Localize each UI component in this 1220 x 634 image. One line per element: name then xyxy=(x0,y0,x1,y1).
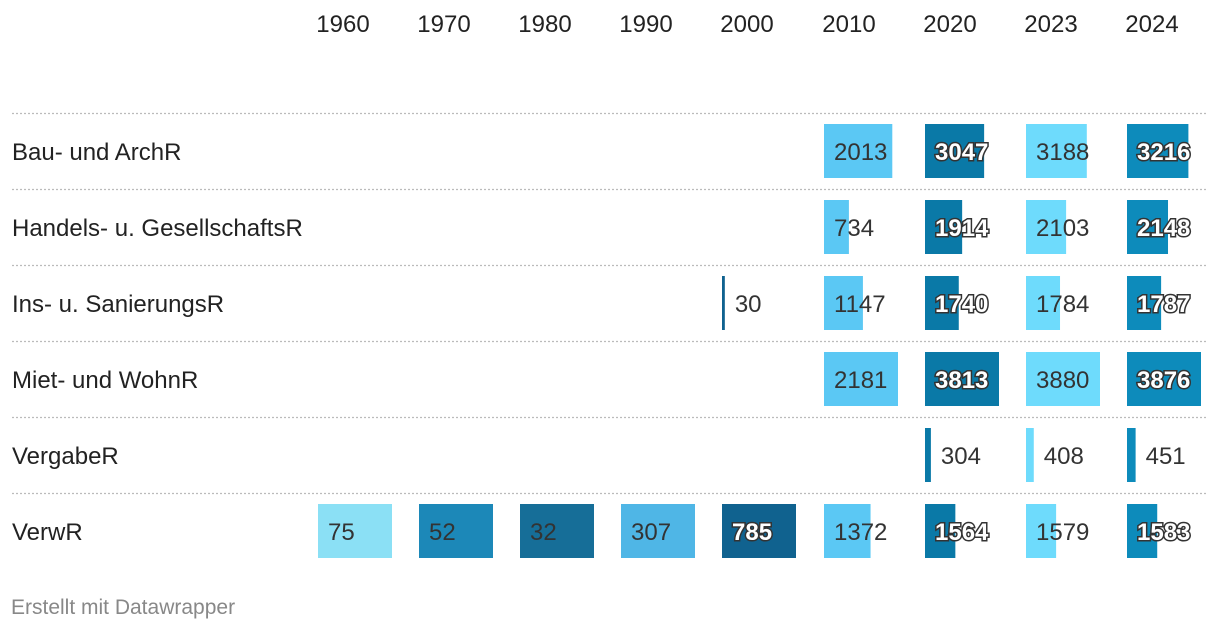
bar-2000 xyxy=(722,504,796,558)
value-label: 1787 xyxy=(1137,291,1190,318)
row-label: VerwR xyxy=(12,519,83,546)
column-header-2020: 2020 xyxy=(923,11,976,38)
bar-2023 xyxy=(1026,428,1034,482)
value-label: 1564 xyxy=(935,519,989,546)
value-label: 1147 xyxy=(834,291,886,318)
column-header-2024: 2024 xyxy=(1125,11,1178,38)
bar-2010 xyxy=(824,124,893,178)
value-label: 1740 xyxy=(935,291,988,318)
table-row: Miet- und WohnR 2181 3813 3880 3876 xyxy=(12,352,1201,406)
value-label: 304 xyxy=(941,443,981,470)
value-label: 734 xyxy=(834,215,874,242)
value-label: 52 xyxy=(429,519,456,546)
value-label: 307 xyxy=(631,519,671,546)
bar-2024 xyxy=(1127,276,1162,330)
value-label: 32 xyxy=(530,519,557,546)
row-label: Handels- u. GesellschaftsR xyxy=(12,215,303,242)
column-header-1970: 1970 xyxy=(417,11,470,38)
bar-1960 xyxy=(318,504,392,558)
column-header-1980: 1980 xyxy=(518,11,571,38)
value-label: 2181 xyxy=(834,367,887,394)
column-header-1960: 1960 xyxy=(316,11,369,38)
table-row: Handels- u. GesellschaftsR 734 1914 2103 214… xyxy=(12,200,1192,254)
bar-2010 xyxy=(824,200,849,254)
value-label: 3880 xyxy=(1036,367,1089,394)
bar-2000 xyxy=(722,276,725,330)
table-rows: Bau- und ArchR 2013 3047 3188 3216 Handels- u… xyxy=(12,124,1201,558)
bar-2010 xyxy=(824,352,898,406)
value-label: 3813 xyxy=(935,367,988,394)
value-label: 3216 xyxy=(1137,139,1190,166)
value-label: 1784 xyxy=(1036,291,1089,318)
value-label: 3047 xyxy=(935,139,988,166)
column-headers: 1960 1970 1980 1990 2000 2010 2020 2023 2024 xyxy=(316,11,1178,38)
table-row: Bau- und ArchR 2013 3047 3188 3216 xyxy=(12,124,1192,178)
value-label: 1372 xyxy=(834,519,887,546)
bar-2024 xyxy=(1127,200,1169,254)
value-label: 1583 xyxy=(1137,519,1190,546)
value-label: 451 xyxy=(1146,443,1186,470)
value-label: 3876 xyxy=(1137,367,1190,394)
value-label: 30 xyxy=(735,291,762,318)
table-row: Ins- u. SanierungsR 30 1147 1740 1784 1787 xyxy=(12,276,1192,330)
table-row: VergabeR 304 408 451 xyxy=(12,428,1186,482)
bar-2024 xyxy=(1127,352,1201,406)
row-label: Bau- und ArchR xyxy=(12,139,181,166)
column-header-2023: 2023 xyxy=(1024,11,1077,38)
row-separators xyxy=(12,112,1208,495)
value-label: 75 xyxy=(328,519,355,546)
value-label: 2013 xyxy=(834,139,887,166)
bar-2024 xyxy=(1127,428,1136,482)
bar-2020 xyxy=(925,124,985,178)
value-label: 1914 xyxy=(935,215,989,242)
value-label: 408 xyxy=(1044,443,1084,470)
bar-2020 xyxy=(925,200,963,254)
column-header-2000: 2000 xyxy=(720,11,773,38)
bar-1970 xyxy=(419,504,493,558)
row-label: VergabeR xyxy=(12,443,119,470)
column-header-1990: 1990 xyxy=(619,11,672,38)
table-row: VerwR 75 52 32 307 785 1372 1564 1579 1583 xyxy=(12,504,1192,558)
value-label: 1579 xyxy=(1036,519,1089,546)
bar-2010 xyxy=(824,276,863,330)
bar-1980 xyxy=(520,504,594,558)
bar-2020 xyxy=(925,352,999,406)
row-label: Miet- und WohnR xyxy=(12,367,198,394)
bar-2023 xyxy=(1026,200,1067,254)
footer-credit: Erstellt mit Datawrapper xyxy=(11,596,236,619)
bar-2020 xyxy=(925,504,956,558)
bar-2023 xyxy=(1026,124,1087,178)
bar-2023 xyxy=(1026,352,1100,406)
column-header-2010: 2010 xyxy=(822,11,875,38)
bar-2024 xyxy=(1127,124,1189,178)
bar-1990 xyxy=(621,504,695,558)
bar-2010 xyxy=(824,504,871,558)
value-label: 785 xyxy=(732,519,772,546)
value-label: 2103 xyxy=(1036,215,1089,242)
bar-2023 xyxy=(1026,504,1057,558)
bar-2020 xyxy=(925,428,931,482)
bar-2024 xyxy=(1127,504,1158,558)
row-label: Ins- u. SanierungsR xyxy=(12,291,224,318)
value-label: 3188 xyxy=(1036,139,1089,166)
bar-2020 xyxy=(925,276,959,330)
value-label: 2148 xyxy=(1137,215,1190,242)
bar-2023 xyxy=(1026,276,1061,330)
